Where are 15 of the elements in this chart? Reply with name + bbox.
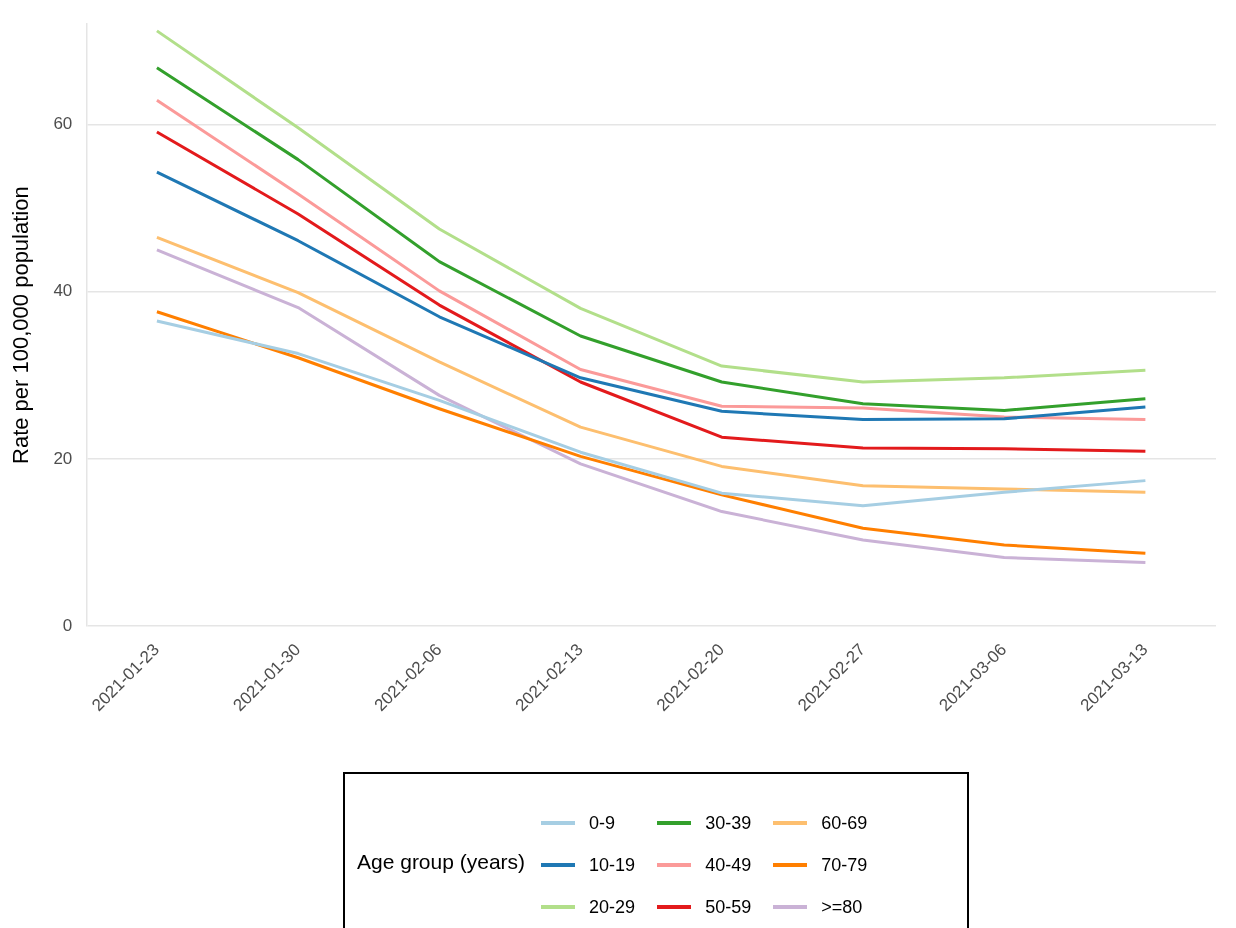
y-tick-label: 60 bbox=[53, 114, 73, 134]
y-tick-label: 0 bbox=[62, 615, 73, 635]
legend-title: Age group (years) bbox=[357, 850, 526, 874]
y-tick-label: 20 bbox=[53, 448, 73, 468]
legend-label: 30-39 bbox=[705, 812, 752, 834]
legend-label: 10-19 bbox=[589, 854, 636, 876]
legend-label: 50-59 bbox=[705, 896, 752, 918]
legend-label: 20-29 bbox=[589, 896, 636, 918]
y-axis-title: Rate per 100,000 population bbox=[8, 186, 34, 464]
legend-label: 60-69 bbox=[821, 812, 868, 834]
legend-label: >=80 bbox=[821, 896, 863, 918]
legend-label: 40-49 bbox=[705, 854, 752, 876]
legend-label: 0-9 bbox=[589, 812, 616, 834]
y-tick-label: 40 bbox=[53, 281, 73, 301]
legend-label: 70-79 bbox=[821, 854, 868, 876]
